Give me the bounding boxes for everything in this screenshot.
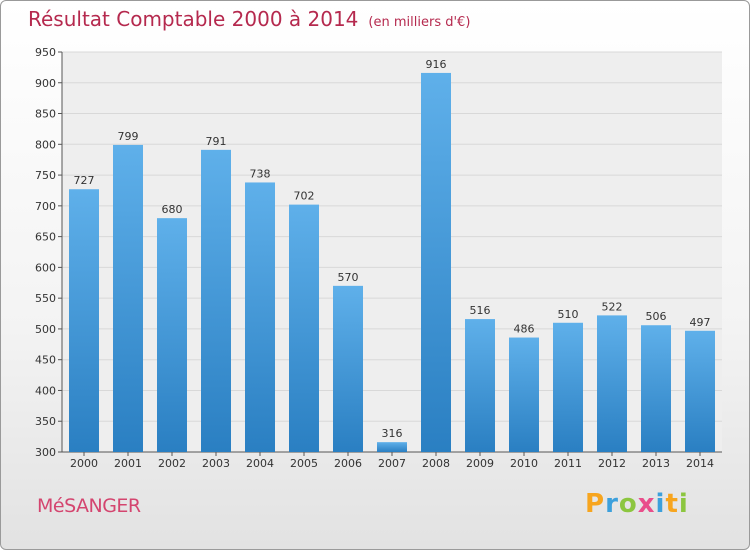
data-label: 916	[426, 58, 447, 71]
data-label: 727	[74, 174, 95, 187]
x-tick-label: 2001	[114, 457, 142, 470]
bar	[245, 182, 275, 452]
bar	[421, 72, 451, 452]
y-tick-label: 300	[35, 446, 56, 459]
bar	[553, 322, 583, 452]
y-tick-label: 650	[35, 231, 56, 244]
bar	[157, 218, 187, 452]
bar	[289, 204, 319, 452]
x-tick-label: 2013	[642, 457, 670, 470]
bar	[69, 189, 99, 452]
data-label: 486	[514, 323, 535, 336]
data-label: 570	[338, 271, 359, 284]
y-tick-label: 600	[35, 261, 56, 274]
data-label: 791	[206, 135, 227, 148]
title-text: Résultat Comptable 2000 à 2014	[28, 7, 359, 31]
bar	[509, 337, 539, 452]
bar	[641, 325, 671, 452]
x-tick-label: 2011	[554, 457, 582, 470]
city-name: MéSANGER	[37, 495, 141, 517]
x-tick-label: 2010	[510, 457, 538, 470]
y-tick-label: 350	[35, 415, 56, 428]
y-tick-label: 500	[35, 323, 56, 336]
data-label: 506	[646, 310, 667, 323]
bar	[597, 315, 627, 452]
data-label: 799	[118, 130, 139, 143]
x-tick-label: 2003	[202, 457, 230, 470]
data-label: 497	[690, 316, 711, 329]
bar	[377, 442, 407, 452]
y-tick-label: 700	[35, 200, 56, 213]
data-label: 680	[162, 203, 183, 216]
data-label: 522	[602, 300, 623, 313]
y-tick-label: 450	[35, 354, 56, 367]
bar	[465, 319, 495, 452]
data-label: 510	[558, 308, 579, 321]
y-tick-label: 400	[35, 384, 56, 397]
proxiti-logo: Proxiti	[585, 489, 689, 519]
x-tick-label: 2004	[246, 457, 274, 470]
y-tick-label: 900	[35, 77, 56, 90]
bar	[201, 149, 231, 452]
x-tick-label: 2012	[598, 457, 626, 470]
x-tick-label: 2000	[70, 457, 98, 470]
x-tick-label: 2002	[158, 457, 186, 470]
x-tick-label: 2009	[466, 457, 494, 470]
y-tick-label: 800	[35, 138, 56, 151]
bar	[113, 144, 143, 452]
y-tick-label: 550	[35, 292, 56, 305]
x-tick-label: 2006	[334, 457, 362, 470]
chart-title: Résultat Comptable 2000 à 2014 (en millie…	[28, 7, 470, 31]
y-tick-label: 750	[35, 169, 56, 182]
data-label: 738	[250, 167, 271, 180]
chart-subtitle: (en milliers d'€)	[368, 15, 471, 30]
bar	[333, 285, 363, 452]
data-label: 702	[294, 190, 315, 203]
y-tick-label: 950	[35, 46, 56, 59]
bar	[685, 330, 715, 452]
data-label: 316	[382, 427, 403, 440]
y-tick-label: 850	[35, 108, 56, 121]
x-tick-label: 2008	[422, 457, 450, 470]
x-tick-label: 2005	[290, 457, 318, 470]
data-label: 516	[470, 304, 491, 317]
x-tick-label: 2014	[686, 457, 714, 470]
x-tick-label: 2007	[378, 457, 406, 470]
